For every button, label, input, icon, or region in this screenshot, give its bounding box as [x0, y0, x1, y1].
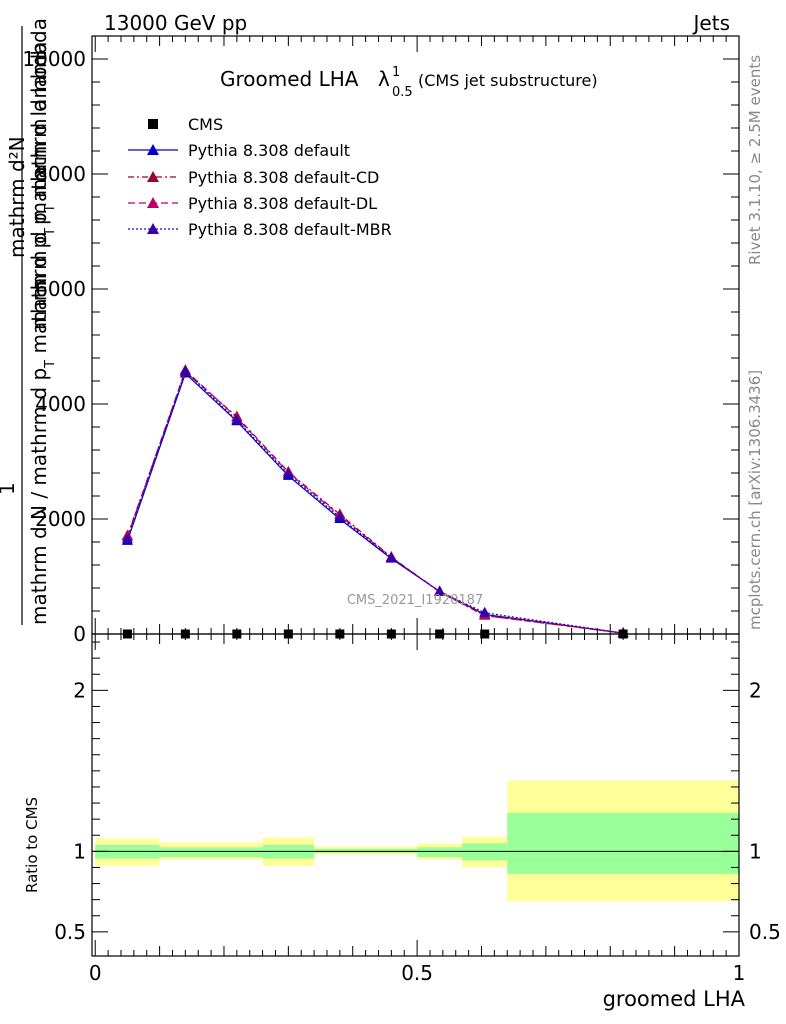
series-point-3 [231, 414, 243, 425]
legend-marker-dl [147, 197, 159, 208]
ratio-frame [91, 633, 740, 957]
legend-label-cms: CMS [188, 115, 223, 134]
legend-marker-mbr [147, 223, 159, 234]
legend: CMS Pythia 8.308 default Pythia 8.308 de… [128, 115, 392, 239]
ratio-ytick-label-right: 1 [749, 839, 762, 863]
main-ytick-label: 8000 [35, 162, 86, 186]
plot-title: Groomed LHA λ 1 0.5 (CMS jet substructur… [220, 65, 598, 100]
main-ytick-label: 0 [73, 622, 86, 646]
ylabel-one: 1 [0, 482, 19, 495]
rivet-label: Rivet 3.1.10, ≥ 2.5M events [746, 55, 764, 265]
plot-title-sub: 0.5 [392, 85, 413, 100]
ratio-xtick-label: 1 [733, 961, 746, 985]
ratio-ytick-label-right: 0.5 [749, 920, 781, 944]
mcplots-label: mcplots.cern.ch [arXiv:1306.3436] [746, 370, 764, 630]
ratio-ytick-label: 0.5 [54, 920, 86, 944]
ratio-xtick-label: 0 [89, 961, 102, 985]
series-point-3 [479, 606, 491, 617]
main-ytick-label: 4000 [35, 392, 86, 416]
series-point-3 [385, 552, 397, 563]
header-right: Jets [692, 11, 730, 35]
ratio-plot: 0 0.5 10.5 0.51 12 2 [54, 633, 781, 985]
series-point-3 [179, 365, 191, 376]
main-plot: 0 2000 4000 6000 8000 10000 [22, 35, 740, 646]
series-point-3 [282, 468, 294, 479]
ratio-ytick-label: 2 [73, 678, 86, 702]
legend-marker-cd [147, 171, 159, 182]
ylabel-numerator-bottom: mathrm d pT mathrm d lambda [27, 18, 58, 330]
legend-marker-cms [148, 119, 158, 129]
main-ytick-label: 2000 [35, 507, 86, 531]
plot-title-sup: 1 [392, 65, 400, 80]
ylabel-denominator: mathrm d N / mathrm d pT mathrm d pT mat… [27, 42, 58, 625]
ratio-band-inner [417, 847, 463, 857]
plot-title-symbol: λ [378, 67, 390, 91]
plot-subtitle: (CMS jet substructure) [418, 71, 598, 90]
ratio-y-label: Ratio to CMS [23, 797, 41, 893]
legend-marker-default [147, 144, 159, 155]
legend-label-cd: Pythia 8.308 default-CD [188, 168, 379, 187]
series-point-3 [434, 585, 446, 596]
ratio-xtick-label: 0.5 [401, 961, 433, 985]
legend-label-dl: Pythia 8.308 default-DL [188, 194, 377, 213]
main-ytick-label: 6000 [35, 277, 86, 301]
ratio-ytick-label: 1 [73, 839, 86, 863]
x-axis-label: groomed LHA [603, 987, 746, 1011]
legend-label-mbr: Pythia 8.308 default-MBR [188, 220, 392, 239]
series-point-3 [121, 533, 133, 544]
plot-title-text: Groomed LHA [220, 67, 359, 91]
ratio-band-inner [507, 812, 739, 874]
legend-label-default: Pythia 8.308 default [188, 141, 350, 160]
ylabel-numerator-top: mathrm d²N [5, 136, 29, 258]
main-ytick-label: 10000 [22, 47, 86, 71]
ratio-band-inner [159, 847, 263, 857]
ratio-ytick-label-right: 2 [749, 678, 762, 702]
analysis-watermark: CMS_2021_I1920187 [347, 593, 483, 608]
header-left: 13000 GeV pp [104, 11, 247, 35]
series-line-3 [126, 370, 624, 634]
series-point-3 [334, 511, 346, 522]
y-axis-label: mathrm d²N mathrm d pT mathrm d lambda 1… [0, 18, 58, 625]
